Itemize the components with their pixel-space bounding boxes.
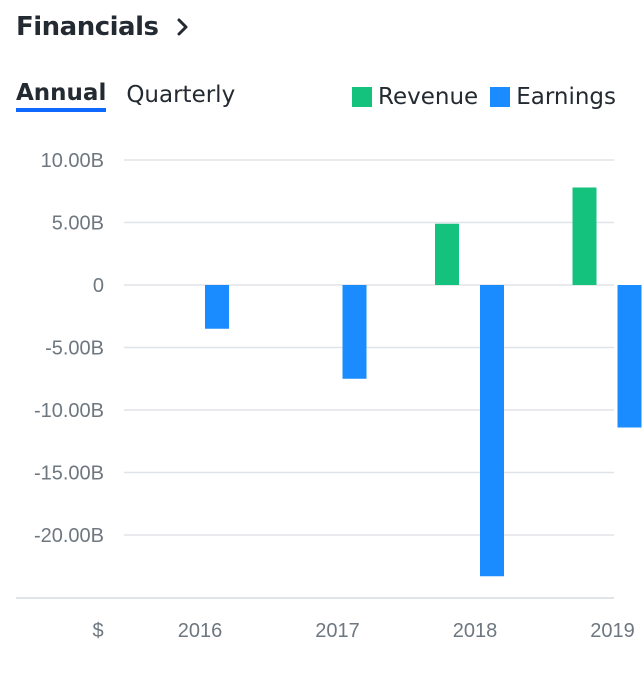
bar-earnings-2016 bbox=[205, 285, 229, 329]
chevron-right-icon bbox=[173, 17, 193, 37]
chart-legend: Revenue Earnings bbox=[340, 84, 616, 110]
financials-header-link[interactable]: Financials bbox=[16, 12, 193, 42]
legend-item-revenue: Revenue bbox=[352, 84, 478, 110]
tab-annual[interactable]: Annual bbox=[16, 80, 107, 112]
y-tick-label: -10.00B bbox=[34, 400, 104, 422]
period-tabs: Annual Quarterly bbox=[16, 80, 255, 112]
x-tick-label: 2017 bbox=[315, 620, 360, 642]
earnings-swatch bbox=[490, 87, 511, 107]
bar-revenue-2019 bbox=[572, 187, 597, 285]
bar-earnings-2018 bbox=[480, 285, 504, 577]
x-tick-label: 2018 bbox=[453, 620, 498, 642]
revenue-swatch bbox=[352, 87, 373, 107]
y-tick-label: 10.00B bbox=[41, 150, 104, 172]
y-tick-label: -5.00B bbox=[45, 338, 104, 360]
bar-revenue-2018 bbox=[435, 223, 459, 285]
y-tick-label: -15.00B bbox=[34, 463, 104, 485]
bar-earnings-2017 bbox=[342, 285, 367, 379]
legend-label-earnings: Earnings bbox=[516, 84, 616, 110]
x-tick-label: 2016 bbox=[178, 620, 223, 642]
bar-earnings-2019 bbox=[617, 285, 642, 428]
financials-bar-chart: 10.00B 5.00B 0 -5.00B -10.00B -15.00B -20.00B $… bbox=[16, 150, 642, 642]
currency-label: $ bbox=[92, 620, 103, 642]
y-tick-label: 0 bbox=[93, 275, 104, 297]
tab-quarterly[interactable]: Quarterly bbox=[126, 82, 236, 108]
legend-item-earnings: Earnings bbox=[490, 84, 616, 110]
y-tick-label: -20.00B bbox=[34, 525, 104, 547]
x-tick-label: 2019 bbox=[590, 620, 635, 642]
y-tick-label: 5.00B bbox=[52, 213, 104, 235]
page-title: Financials bbox=[16, 12, 159, 42]
legend-label-revenue: Revenue bbox=[378, 84, 479, 110]
